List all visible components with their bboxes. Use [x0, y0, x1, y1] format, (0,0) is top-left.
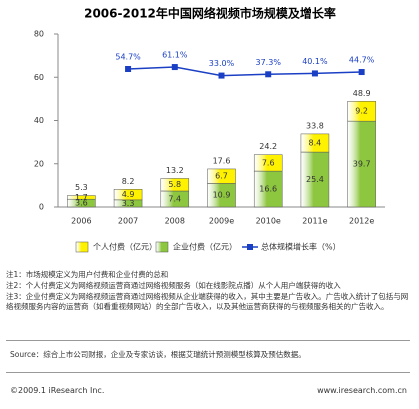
- line-label: 44.7%: [349, 56, 375, 65]
- total-label: 8.2: [122, 177, 135, 186]
- bar-label: 1.7: [75, 193, 88, 202]
- line-marker: [171, 64, 178, 71]
- total-label: 33.8: [306, 121, 324, 130]
- bar-segment: [67, 195, 96, 200]
- bar-segment: [253, 154, 283, 172]
- bar-label: 3.3: [122, 199, 135, 208]
- line-label: 61.1%: [162, 51, 188, 60]
- x-tick-label: 2009e: [209, 217, 234, 226]
- x-tick-label: 2010e: [256, 217, 281, 226]
- bar-segment: [300, 151, 330, 208]
- y-tick-label: 80: [34, 30, 44, 39]
- legend-label: 总体规模增长率（%）: [261, 242, 341, 252]
- y-tick-label: 40: [34, 116, 44, 125]
- x-tick-label: 2012e: [349, 217, 374, 226]
- bar-label: 7.4: [168, 194, 181, 203]
- total-label: 13.2: [166, 166, 184, 175]
- bar-label: 39.7: [353, 160, 371, 169]
- line-marker: [311, 70, 318, 77]
- x-tick-label: 2011e: [302, 217, 327, 226]
- bar-label: 3.6: [75, 199, 88, 208]
- divider: [6, 340, 410, 341]
- total-label: 24.2: [259, 142, 277, 151]
- y-tick-label: 0: [39, 203, 44, 212]
- legend-swatch: [75, 241, 89, 253]
- legend-swatch: [155, 241, 169, 253]
- chart-title: 2006-2012年中国网络视频市场规模及增长率: [84, 6, 336, 21]
- x-tick-label: 2008: [165, 217, 185, 226]
- note: 注1：市场规模定义为用户付费和企业付费的总和: [6, 270, 169, 279]
- line-marker: [125, 65, 132, 72]
- bar-label: 9.2: [355, 107, 368, 116]
- bar-segment: [113, 189, 143, 201]
- line-marker: [218, 72, 225, 79]
- total-label: 17.6: [213, 156, 231, 165]
- bar-label: 6.7: [215, 172, 228, 181]
- bar-label: 16.6: [259, 185, 277, 194]
- bar-segment: [207, 168, 236, 184]
- bar-label: 8.4: [309, 138, 322, 147]
- line-label: 33.0%: [209, 59, 235, 68]
- x-tick-label: 2007: [118, 217, 138, 226]
- total-label: 48.9: [353, 89, 371, 98]
- bar-segment: [347, 120, 376, 208]
- note: 注3：企业付费定义为网络视频运营商通过网络视频从企业端获得的收入，其中主要是广告…: [6, 292, 409, 311]
- line-marker: [265, 71, 272, 78]
- legend-marker: [247, 244, 253, 250]
- bar-label: 4.9: [122, 190, 135, 199]
- total-label: 5.3: [75, 183, 88, 192]
- bar-segment: [253, 170, 283, 208]
- bar-label: 25.4: [306, 175, 324, 184]
- line-label: 40.1%: [302, 57, 328, 66]
- bar-segment: [300, 133, 330, 153]
- divider: [6, 372, 410, 373]
- y-tick-label: 60: [34, 73, 44, 82]
- legend-label: 个人付费（亿元）: [93, 242, 157, 252]
- bar-label: 10.9: [213, 191, 231, 200]
- copyright: ©2009.1 iResearch Inc.: [10, 386, 105, 395]
- y-tick-label: 20: [34, 159, 44, 168]
- chart: 2006-2012年中国网络视频市场规模及增长率 0 20 40 60 80 3.6 3.3…: [34, 6, 385, 253]
- bar-segment: [347, 101, 376, 122]
- website: www.iresearch.com.cn: [317, 386, 407, 395]
- x-tick-label: 2006: [71, 217, 91, 226]
- bar-label: 7.6: [262, 158, 275, 167]
- line-label: 54.7%: [115, 52, 141, 61]
- note: 注2：个人付费定义为网络视频运营商通过网络视频服务（如在线影院点播）从个人用户端…: [6, 281, 341, 290]
- legend-label: 企业付费（亿元）: [173, 242, 237, 252]
- line: [128, 66, 362, 77]
- source: Source：综合上市公司财报，企业及专家访谈，根据艾瑞统计预测模型核算及预估数…: [10, 350, 306, 359]
- bar-label: 5.8: [168, 180, 181, 189]
- bar-segment: [160, 178, 190, 192]
- line-marker: [358, 69, 365, 76]
- line-label: 37.3%: [256, 58, 282, 67]
